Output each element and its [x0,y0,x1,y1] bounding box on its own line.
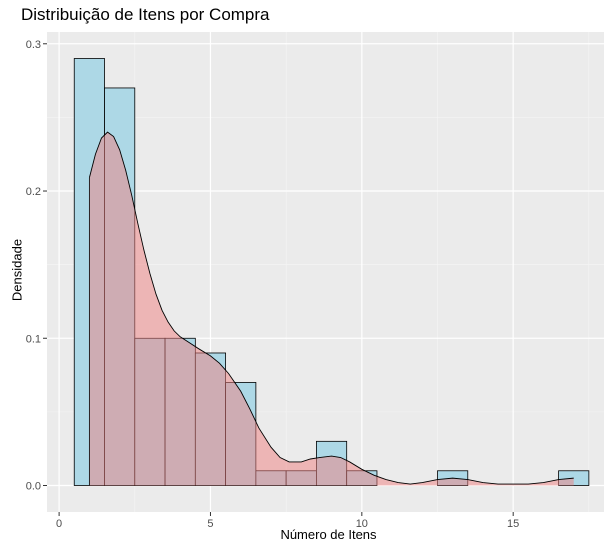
y-tick-label: 0.1 [26,333,41,345]
density-area [89,132,574,486]
y-tick-label: 0.0 [26,480,41,492]
x-tick-label: 15 [507,518,519,530]
y-tick-label: 0.2 [26,186,41,198]
y-tick-label: 0.3 [26,39,41,51]
x-axis-title: Número de Itens [280,527,377,542]
x-tick-label: 0 [56,518,62,530]
y-axis-title: Densidade [9,238,25,302]
chart-title: Distribuição de Itens por Compra [21,5,270,24]
x-tick-label: 10 [356,518,368,530]
x-tick-label: 5 [207,518,213,530]
density-curve [88,131,574,485]
